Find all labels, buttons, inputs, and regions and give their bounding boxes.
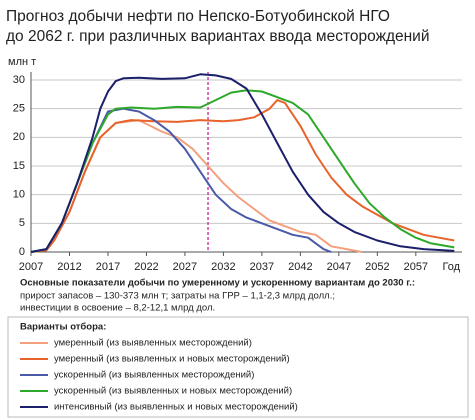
x-tick-label: 2047 <box>327 261 351 273</box>
x-tick-label: 2007 <box>19 261 43 273</box>
y-tick-label: 10 <box>13 189 25 201</box>
y-tick-label: 30 <box>13 74 25 86</box>
y-axis-label: млн т <box>8 56 36 68</box>
note-heading: Основные показатели добычи по умеренному… <box>20 278 415 289</box>
x-tick-label: 2042 <box>288 261 312 273</box>
legend-label: интенсивный (из выявленных и новых место… <box>54 402 298 413</box>
y-tick-label: 0 <box>19 246 25 258</box>
x-tick-label: 2057 <box>404 261 428 273</box>
y-tick-label: 25 <box>13 103 25 115</box>
note-line: инвестиции в освоение – 8,2-12,1 млрд до… <box>20 303 215 314</box>
legend-box <box>7 316 469 418</box>
x-tick-label: 2012 <box>57 261 81 273</box>
y-tick-label: 20 <box>13 131 25 143</box>
x-tick-label: 2027 <box>173 261 197 273</box>
series-line <box>30 89 455 253</box>
series-line <box>30 107 332 253</box>
x-axis-label: Год <box>442 261 460 273</box>
legend-title: Варианты отбора: <box>20 322 106 333</box>
y-tick-label: 5 <box>19 217 25 229</box>
x-tick-label: 2032 <box>211 261 235 273</box>
series-line <box>30 73 455 253</box>
series-line <box>30 119 363 253</box>
series-line <box>30 99 455 253</box>
x-tick-label: 2052 <box>365 261 389 273</box>
x-tick-label: 2022 <box>134 261 158 273</box>
legend-label: умеренный (из выявленных месторождений) <box>54 338 252 349</box>
x-tick-label: 2017 <box>96 261 120 273</box>
chart-title: Прогноз добычи нефти по Непско-Ботуобинс… <box>6 8 390 25</box>
chart-title: до 2062 г. при различных вариантах ввода… <box>6 28 429 45</box>
y-tick-label: 15 <box>13 160 25 172</box>
legend-label: ускоренный (из выявленных и новых местор… <box>54 386 292 397</box>
x-tick-label: 2037 <box>250 261 274 273</box>
legend-label: умеренный (из выявленных и новых месторо… <box>54 354 290 365</box>
note-line: прирост запасов – 130-373 млн т; затраты… <box>20 291 335 302</box>
legend-label: ускоренный (из выявленных месторождений) <box>54 370 254 381</box>
